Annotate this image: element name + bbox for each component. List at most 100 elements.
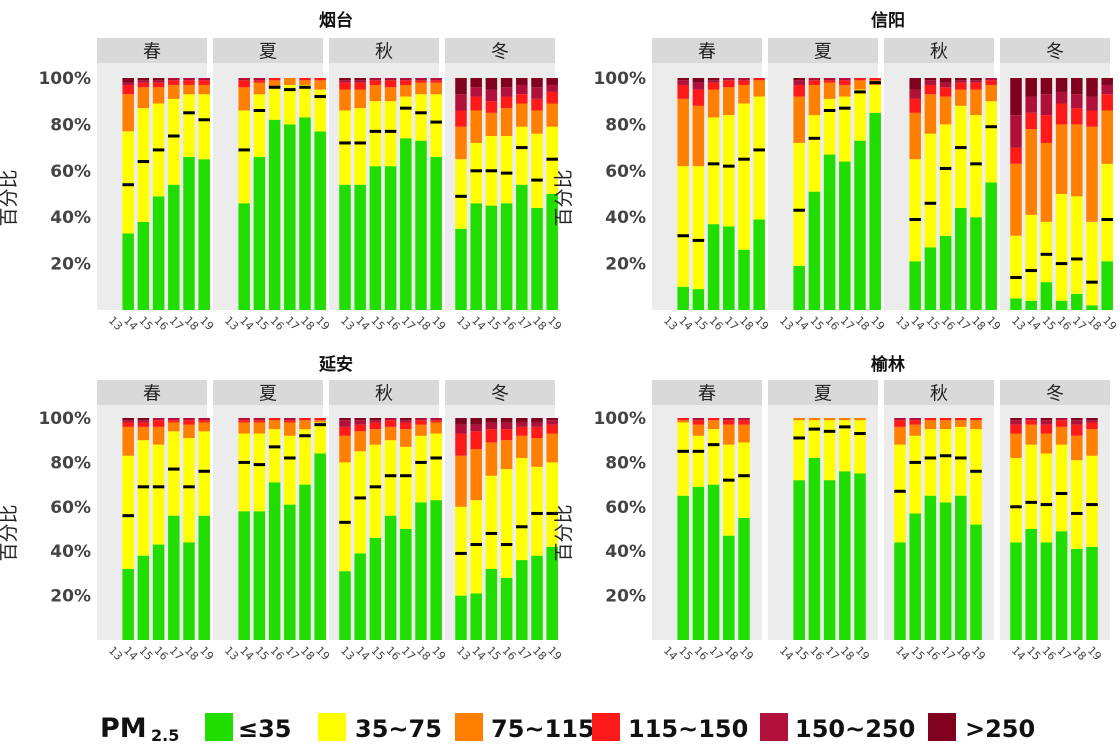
bar-segment xyxy=(894,420,906,427)
mean-marker xyxy=(738,157,750,161)
x-tick-label: 19 xyxy=(984,314,1003,333)
bar-segment xyxy=(1086,420,1098,423)
y-axis-label: 百分比 xyxy=(0,169,20,226)
bar-segment xyxy=(854,473,866,640)
bar-segment xyxy=(723,424,735,445)
bar-segment xyxy=(268,87,281,120)
bar-segment xyxy=(723,78,735,81)
bar-segment xyxy=(546,91,558,104)
bar-segment xyxy=(137,420,150,423)
bar-segment xyxy=(546,194,558,310)
bar-segment xyxy=(268,418,281,421)
bar-segment xyxy=(137,555,150,640)
bar-segment xyxy=(415,94,427,141)
bar-segment xyxy=(939,78,952,83)
bar-segment xyxy=(1055,300,1068,310)
mean-marker xyxy=(339,520,351,524)
mean-marker xyxy=(723,478,735,482)
mean-marker xyxy=(1101,218,1113,222)
bar-segment xyxy=(723,535,735,640)
bar-segment xyxy=(455,110,467,127)
mean-marker xyxy=(183,485,195,489)
bar-segment xyxy=(455,78,467,95)
bar-segment xyxy=(793,265,805,310)
bar-segment xyxy=(369,166,382,310)
bar-segment xyxy=(955,207,967,310)
bar-segment xyxy=(354,418,366,421)
bar-segment xyxy=(168,98,180,185)
bar-segment xyxy=(1101,110,1113,164)
bar-segment xyxy=(500,577,513,640)
bar-segment xyxy=(793,418,805,421)
bar-segment xyxy=(1071,435,1083,461)
mean-marker xyxy=(253,463,266,467)
bar-segment xyxy=(415,420,427,425)
bar-segment xyxy=(369,101,382,167)
legend-swatch xyxy=(318,713,346,741)
mean-marker xyxy=(198,469,210,473)
mean-marker xyxy=(268,445,281,449)
bar-segment xyxy=(485,205,498,310)
y-tick-label: 20% xyxy=(605,587,646,607)
mean-marker xyxy=(677,449,689,453)
facet-strip xyxy=(329,380,439,405)
bar-segment xyxy=(238,418,250,421)
bar-segment xyxy=(854,418,866,421)
bar-segment xyxy=(707,484,720,640)
mean-marker xyxy=(415,111,427,115)
bar-segment xyxy=(955,82,967,90)
bar-segment xyxy=(238,110,250,204)
bar-segment xyxy=(924,133,937,248)
bar-segment xyxy=(516,426,528,436)
mean-marker xyxy=(738,474,750,478)
mean-marker xyxy=(793,208,805,212)
bar-segment xyxy=(723,418,735,421)
bar-segment xyxy=(1101,78,1113,85)
mean-marker xyxy=(516,525,528,529)
bar-segment xyxy=(1055,194,1068,301)
bar-segment xyxy=(531,426,543,438)
bar-segment xyxy=(894,542,906,640)
facet-label: 夏 xyxy=(259,384,277,405)
bar-segment xyxy=(152,87,165,104)
facet-strip xyxy=(652,380,762,405)
legend-label: 35~75 xyxy=(355,715,442,743)
facet-label: 春 xyxy=(143,42,161,63)
bar-segment xyxy=(198,94,210,160)
mean-marker xyxy=(955,456,967,460)
bar-segment xyxy=(152,426,165,445)
bar-segment xyxy=(1025,444,1037,529)
bar-segment xyxy=(500,96,513,109)
legend-swatch xyxy=(928,713,956,741)
mean-marker xyxy=(1086,280,1098,284)
facet-strip xyxy=(445,38,555,63)
mean-marker xyxy=(1040,252,1053,256)
bar-segment xyxy=(183,420,195,425)
bar-segment xyxy=(470,593,482,640)
bar-segment xyxy=(485,442,498,476)
bar-segment xyxy=(485,101,498,113)
bar-segment xyxy=(516,422,528,427)
bar-segment xyxy=(955,495,967,640)
bar-segment xyxy=(546,418,558,421)
bar-segment xyxy=(1055,124,1068,194)
bar-segment xyxy=(516,418,528,423)
bar-segment xyxy=(692,289,705,310)
bar-segment xyxy=(692,418,705,421)
bar-segment xyxy=(299,78,311,81)
bar-segment xyxy=(415,140,427,310)
mean-marker xyxy=(369,485,382,489)
mean-marker xyxy=(384,129,397,133)
bar-segment xyxy=(909,420,921,425)
bar-segment xyxy=(268,78,281,81)
bar-segment xyxy=(909,513,921,640)
bar-segment xyxy=(531,422,543,427)
bar-segment xyxy=(531,133,543,208)
bar-segment xyxy=(430,80,442,83)
bar-segment xyxy=(500,108,513,136)
bar-segment xyxy=(299,420,311,430)
bar-segment xyxy=(400,84,412,97)
bar-segment xyxy=(738,80,750,85)
bar-segment xyxy=(314,80,326,90)
